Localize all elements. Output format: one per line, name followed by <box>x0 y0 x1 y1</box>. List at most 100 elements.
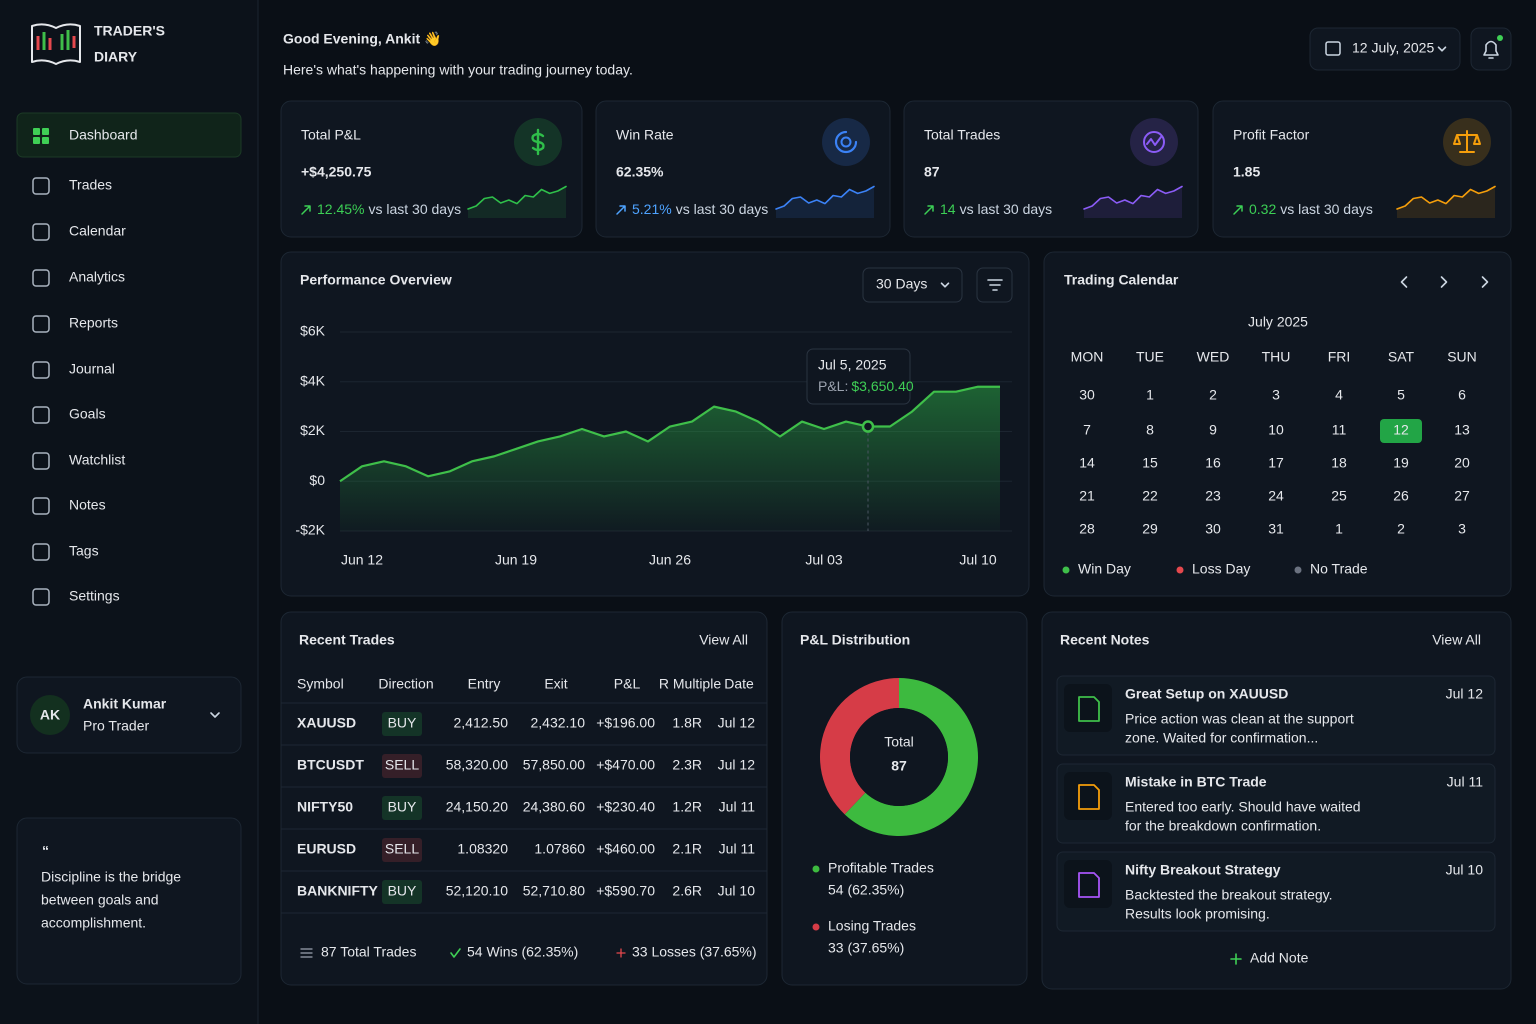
note-item[interactable] <box>1056 763 1496 844</box>
calendar-day[interactable]: 31 <box>1268 521 1284 537</box>
calendar-day[interactable]: 9 <box>1209 422 1217 438</box>
trade-cell: Jul 10 <box>718 883 756 899</box>
nav-item[interactable]: Calendar <box>69 223 126 239</box>
nav-icon <box>32 177 50 195</box>
nav-item[interactable]: Dashboard <box>69 127 138 143</box>
nav-icon <box>32 406 50 424</box>
calendar-day[interactable]: 12 <box>1393 422 1409 438</box>
calendar-day[interactable]: 11 <box>1332 422 1347 438</box>
calendar-day[interactable]: 17 <box>1268 455 1284 471</box>
calendar-day[interactable]: 24 <box>1268 488 1284 504</box>
notification-button[interactable] <box>1470 27 1512 71</box>
calendar-day[interactable]: 4 <box>1335 387 1343 403</box>
calendar-day[interactable]: 10 <box>1268 422 1284 438</box>
nav-item[interactable]: Settings <box>69 588 120 604</box>
stat-icon <box>1146 136 1162 146</box>
nav-item[interactable]: Notes <box>69 497 106 513</box>
direction-badge <box>382 712 422 736</box>
nav-item[interactable]: Watchlist <box>69 452 125 468</box>
calendar-day[interactable]: 30 <box>1079 387 1095 403</box>
nav-item[interactable]: Trades <box>69 177 112 193</box>
tooltip-value-label: P&L: <box>818 378 848 394</box>
range-label[interactable]: 30 Days <box>876 276 927 292</box>
card-title: P&L Distribution <box>800 632 910 648</box>
y-tick-label: $6K <box>300 323 326 339</box>
avatar-initials: AK <box>40 707 60 723</box>
calendar-day[interactable]: 25 <box>1331 488 1347 504</box>
nav-icon <box>42 137 49 144</box>
legend-dot <box>812 923 820 931</box>
trade-cell: 52,710.80 <box>523 883 585 899</box>
nav-icon <box>32 497 50 515</box>
note-item[interactable] <box>1056 851 1496 932</box>
add-note-button[interactable]: Add Note <box>1250 950 1309 966</box>
calendar-day[interactable]: 1 <box>1335 521 1343 537</box>
view-all-link[interactable]: View All <box>699 632 748 648</box>
calendar-day[interactable]: 26 <box>1393 488 1409 504</box>
range-dropdown[interactable] <box>862 267 963 303</box>
selected-day[interactable] <box>1380 419 1422 443</box>
calendar-day[interactable]: 20 <box>1454 455 1470 471</box>
calendar-day[interactable]: 2 <box>1397 521 1405 537</box>
bell-icon <box>1483 40 1499 59</box>
change-arrow <box>616 205 626 215</box>
footer-losses: 33 Losses (37.65%) <box>632 944 757 960</box>
nav-item[interactable]: Goals <box>69 406 106 422</box>
calendar-day[interactable]: 29 <box>1142 521 1158 537</box>
card-title: Performance Overview <box>300 272 452 288</box>
stat-card <box>1212 100 1512 238</box>
nav-item[interactable]: Tags <box>69 543 99 559</box>
calendar-day[interactable]: 1 <box>1146 387 1154 403</box>
chevron-icon <box>1400 276 1408 288</box>
nav-icon <box>32 543 50 561</box>
calendar-day[interactable]: 22 <box>1142 488 1158 504</box>
calendar-day[interactable]: 16 <box>1205 455 1221 471</box>
calendar-day[interactable]: 30 <box>1205 521 1221 537</box>
calendar-day[interactable]: 19 <box>1393 455 1409 471</box>
stat-change-value: 5.21% <box>632 201 672 217</box>
view-all-link[interactable]: View All <box>1432 632 1481 648</box>
trade-cell: Jul 12 <box>718 757 756 773</box>
date-picker[interactable] <box>1309 27 1461 71</box>
x-tick-label: Jul 10 <box>959 552 997 568</box>
stat-label: Total Trades <box>924 127 1000 143</box>
calendar-day[interactable]: 8 <box>1146 422 1154 438</box>
logo-candle <box>66 30 70 50</box>
trade-cell: +$460.00 <box>596 841 655 857</box>
calendar-day[interactable]: 5 <box>1397 387 1405 403</box>
trade-cell: 2.6R <box>672 883 702 899</box>
calendar-day[interactable]: 7 <box>1083 422 1091 438</box>
footer-total: 87 Total Trades <box>321 944 416 960</box>
trade-cell: Jul 11 <box>719 841 756 857</box>
nav-item[interactable]: Journal <box>69 361 115 377</box>
date-label: 12 July, 2025 <box>1352 40 1434 56</box>
calendar-day[interactable]: 18 <box>1331 455 1347 471</box>
note-date: Jul 12 <box>1446 686 1484 702</box>
note-text: Price action was clean at the support <box>1125 711 1354 727</box>
calendar-day[interactable]: 2 <box>1209 387 1217 403</box>
calendar-day[interactable]: 3 <box>1272 387 1280 403</box>
nav-item[interactable]: Reports <box>69 315 118 331</box>
sparkline <box>1396 185 1496 210</box>
logo-candle <box>60 34 64 50</box>
calendar-day[interactable]: 23 <box>1205 488 1221 504</box>
note-item[interactable] <box>1056 675 1496 756</box>
calendar-day[interactable]: 27 <box>1454 488 1470 504</box>
calendar-day[interactable]: 21 <box>1079 488 1095 504</box>
calendar-day[interactable]: 15 <box>1142 455 1158 471</box>
calendar-day[interactable]: 14 <box>1079 455 1095 471</box>
calendar-day[interactable]: 6 <box>1458 387 1466 403</box>
nav-item[interactable]: Analytics <box>69 269 125 285</box>
stat-value: 1.85 <box>1233 164 1260 180</box>
note-date: Jul 10 <box>1446 862 1484 878</box>
trade-cell: 2.1R <box>672 841 702 857</box>
y-tick-label: $4K <box>300 372 326 388</box>
column-header: P&L <box>614 676 641 692</box>
nav-active[interactable] <box>16 112 242 158</box>
direction-badge <box>382 796 422 820</box>
calendar-day[interactable]: 28 <box>1079 521 1095 537</box>
calendar-day[interactable]: 13 <box>1454 422 1470 438</box>
symbol: BTCUSDT <box>297 757 364 773</box>
calendar-day[interactable]: 3 <box>1458 521 1466 537</box>
